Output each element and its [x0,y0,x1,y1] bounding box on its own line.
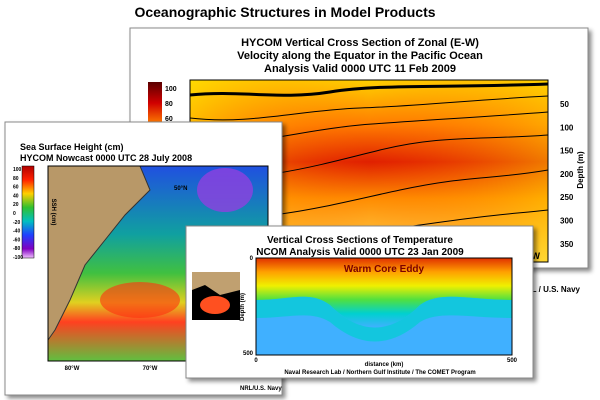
temperature-panel: Vertical Cross Sections of Temperature N… [185,225,534,379]
colorbar-axis-label: SSH (cm) [50,199,56,226]
temperature-layer [256,258,512,328]
panel-title: HYCOM Nowcast 0000 UTC 28 July 2008 [20,153,192,163]
colorbar-label: 80 [13,176,19,182]
colorbar [21,165,35,259]
distance-label: 500 [507,358,518,364]
colorbar [148,82,162,124]
depth-axis-label: Depth (m) [576,151,585,189]
longitude-label: 70°W [143,366,158,372]
contour [189,95,549,121]
panel-title: HYCOM Vertical Cross Section of Zonal (E… [241,37,479,49]
depth-label: 350 [560,240,574,249]
credit: Naval Research Lab / Northern Gulf Insti… [284,370,475,376]
latitude-label: 50°N [174,186,187,192]
colorbar-label: 80 [165,101,173,108]
depth-label: 50 [560,100,569,109]
panel-title: Velocity along the Equator in the Pacifi… [237,50,483,62]
ssh-high [100,282,180,318]
panel-title: NCOM Analysis Valid 0000 UTC 23 Jan 2009 [256,247,464,258]
contour [189,82,549,97]
depth-label: 150 [560,147,574,156]
distance-axis-label: distance (km) [365,362,404,368]
inset-eddy [200,296,230,314]
colorbar-label: 100 [165,86,177,93]
colorbar-label: 20 [13,202,19,208]
depth-axis-label: Depth (m) [240,293,246,321]
depth-label: 200 [560,170,574,179]
credit: NRL / U.S. Navy [520,285,580,294]
credit: NRL/U.S. Navy [240,386,282,392]
depth-label: 250 [560,193,574,202]
thermocline [256,296,512,342]
coastline [47,165,151,341]
plot-frame [255,257,513,356]
ssh-low [197,168,253,212]
colorbar-label: 100 [13,167,22,173]
colorbar-label: 60 [13,185,19,191]
colorbar-label: -20 [13,220,20,226]
colorbar-label: -60 [13,237,20,243]
main-title: Oceanographic Structures in Model Produc… [134,4,435,20]
panel-title: Vertical Cross Sections of Temperature [267,235,453,246]
depth-label: 0 [250,256,254,262]
depth-label: 100 [560,123,574,132]
longitude-label: 80°W [65,366,80,372]
annotation: Warm Core Eddy [344,264,425,275]
distance-label: 0 [254,358,258,364]
panel-title: Sea Surface Height (cm) [20,142,124,152]
colorbar-label: -80 [13,246,20,252]
colorbar-label: 60 [165,116,173,123]
inset-land [192,272,240,295]
panel-title: Analysis Valid 0000 UTC 11 Feb 2009 [264,63,456,75]
ssh-panel: Sea Surface Height (cm) HYCOM Nowcast 00… [4,121,283,396]
colorbar-label: -100 [13,255,23,261]
colorbar-label: 40 [13,193,19,199]
depth-label: 500 [243,351,254,357]
colorbar-label: -40 [13,229,20,235]
land [48,166,150,340]
colorbar-label: 0 [13,211,16,217]
depth-label: 300 [560,217,574,226]
